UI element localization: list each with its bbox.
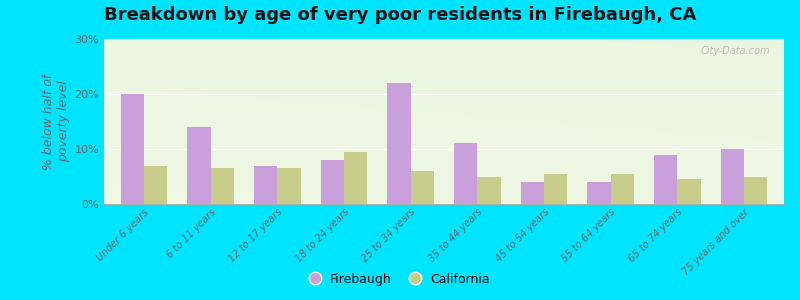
Bar <box>410 171 434 204</box>
Bar <box>254 166 278 204</box>
Bar <box>278 168 301 204</box>
Bar <box>587 182 610 204</box>
Bar <box>654 154 678 204</box>
Bar <box>544 174 567 204</box>
Legend: Firebaugh, California: Firebaugh, California <box>305 268 495 291</box>
Bar <box>454 143 478 204</box>
Bar <box>321 160 344 204</box>
Bar <box>610 174 634 204</box>
Bar <box>187 127 210 204</box>
Bar <box>144 166 167 204</box>
Bar <box>210 168 234 204</box>
Bar <box>344 152 367 204</box>
Bar <box>521 182 544 204</box>
Text: Breakdown by age of very poor residents in Firebaugh, CA: Breakdown by age of very poor residents … <box>104 6 696 24</box>
Bar <box>387 83 410 204</box>
Bar <box>121 94 144 204</box>
Bar <box>478 176 501 204</box>
Text: City-Data.com: City-Data.com <box>701 46 770 56</box>
Bar <box>678 179 701 204</box>
Bar <box>744 176 767 204</box>
Y-axis label: % below half of
poverty level: % below half of poverty level <box>42 74 70 170</box>
Bar <box>721 149 744 204</box>
